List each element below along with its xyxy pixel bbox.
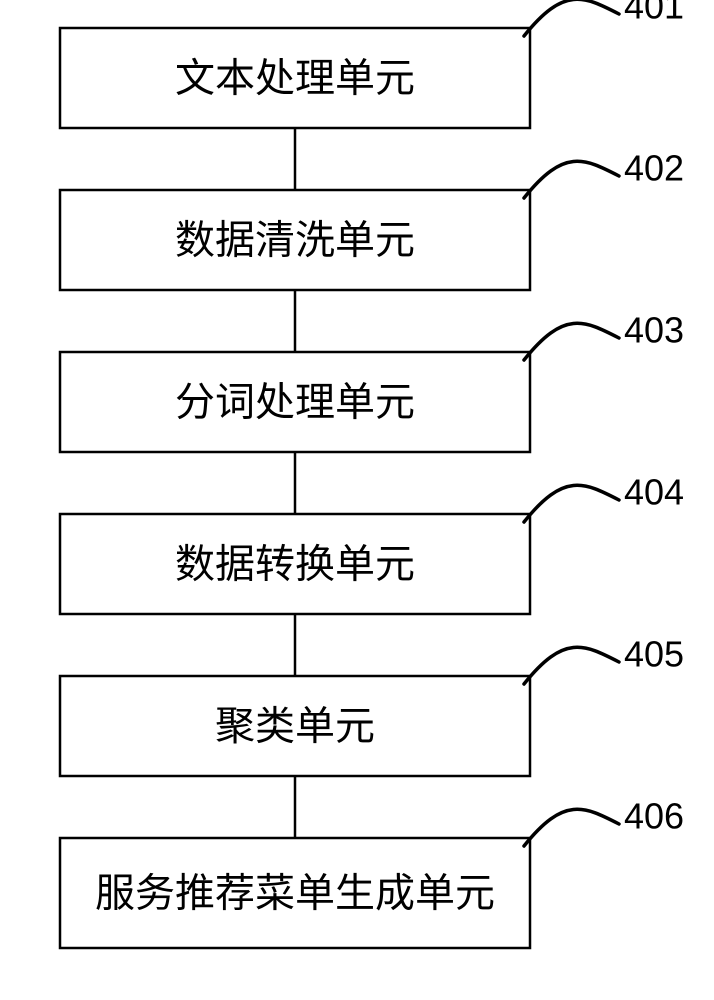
callout-ref-number: 401 bbox=[624, 0, 684, 27]
flow-node-label: 数据清洗单元 bbox=[175, 218, 415, 263]
flow-node-n2: 数据清洗单元 bbox=[60, 190, 530, 290]
callout-curve bbox=[524, 161, 619, 198]
callout-ref-number: 403 bbox=[624, 310, 684, 351]
flow-node-n3: 分词处理单元 bbox=[60, 352, 530, 452]
callout-ref-number: 405 bbox=[624, 634, 684, 675]
flow-node-label: 分词处理单元 bbox=[175, 380, 415, 425]
flow-node-n4: 数据转换单元 bbox=[60, 514, 530, 614]
callout-curve bbox=[524, 0, 619, 36]
flow-node-label: 服务推荐菜单生成单元 bbox=[95, 871, 495, 916]
callout-curve bbox=[524, 485, 619, 522]
flow-node-n6: 服务推荐菜单生成单元 bbox=[60, 838, 530, 948]
flow-node-label: 聚类单元 bbox=[215, 704, 375, 749]
callout-ref-number: 402 bbox=[624, 148, 684, 189]
flow-node-n5: 聚类单元 bbox=[60, 676, 530, 776]
callout-ref-number: 404 bbox=[624, 472, 684, 513]
flow-node-label: 文本处理单元 bbox=[175, 56, 415, 101]
flow-node-n1: 文本处理单元 bbox=[60, 28, 530, 128]
callout-ref-number: 406 bbox=[624, 796, 684, 837]
callout-curve bbox=[524, 647, 619, 684]
flow-node-label: 数据转换单元 bbox=[175, 542, 415, 587]
callout-curve bbox=[524, 809, 619, 846]
callout-curve bbox=[524, 323, 619, 360]
callouts-layer: 401 402 403 404 405 406 bbox=[524, 0, 684, 846]
flowchart-canvas: 文本处理单元数据清洗单元分词处理单元数据转换单元聚类单元服务推荐菜单生成单元 4… bbox=[0, 0, 714, 1000]
